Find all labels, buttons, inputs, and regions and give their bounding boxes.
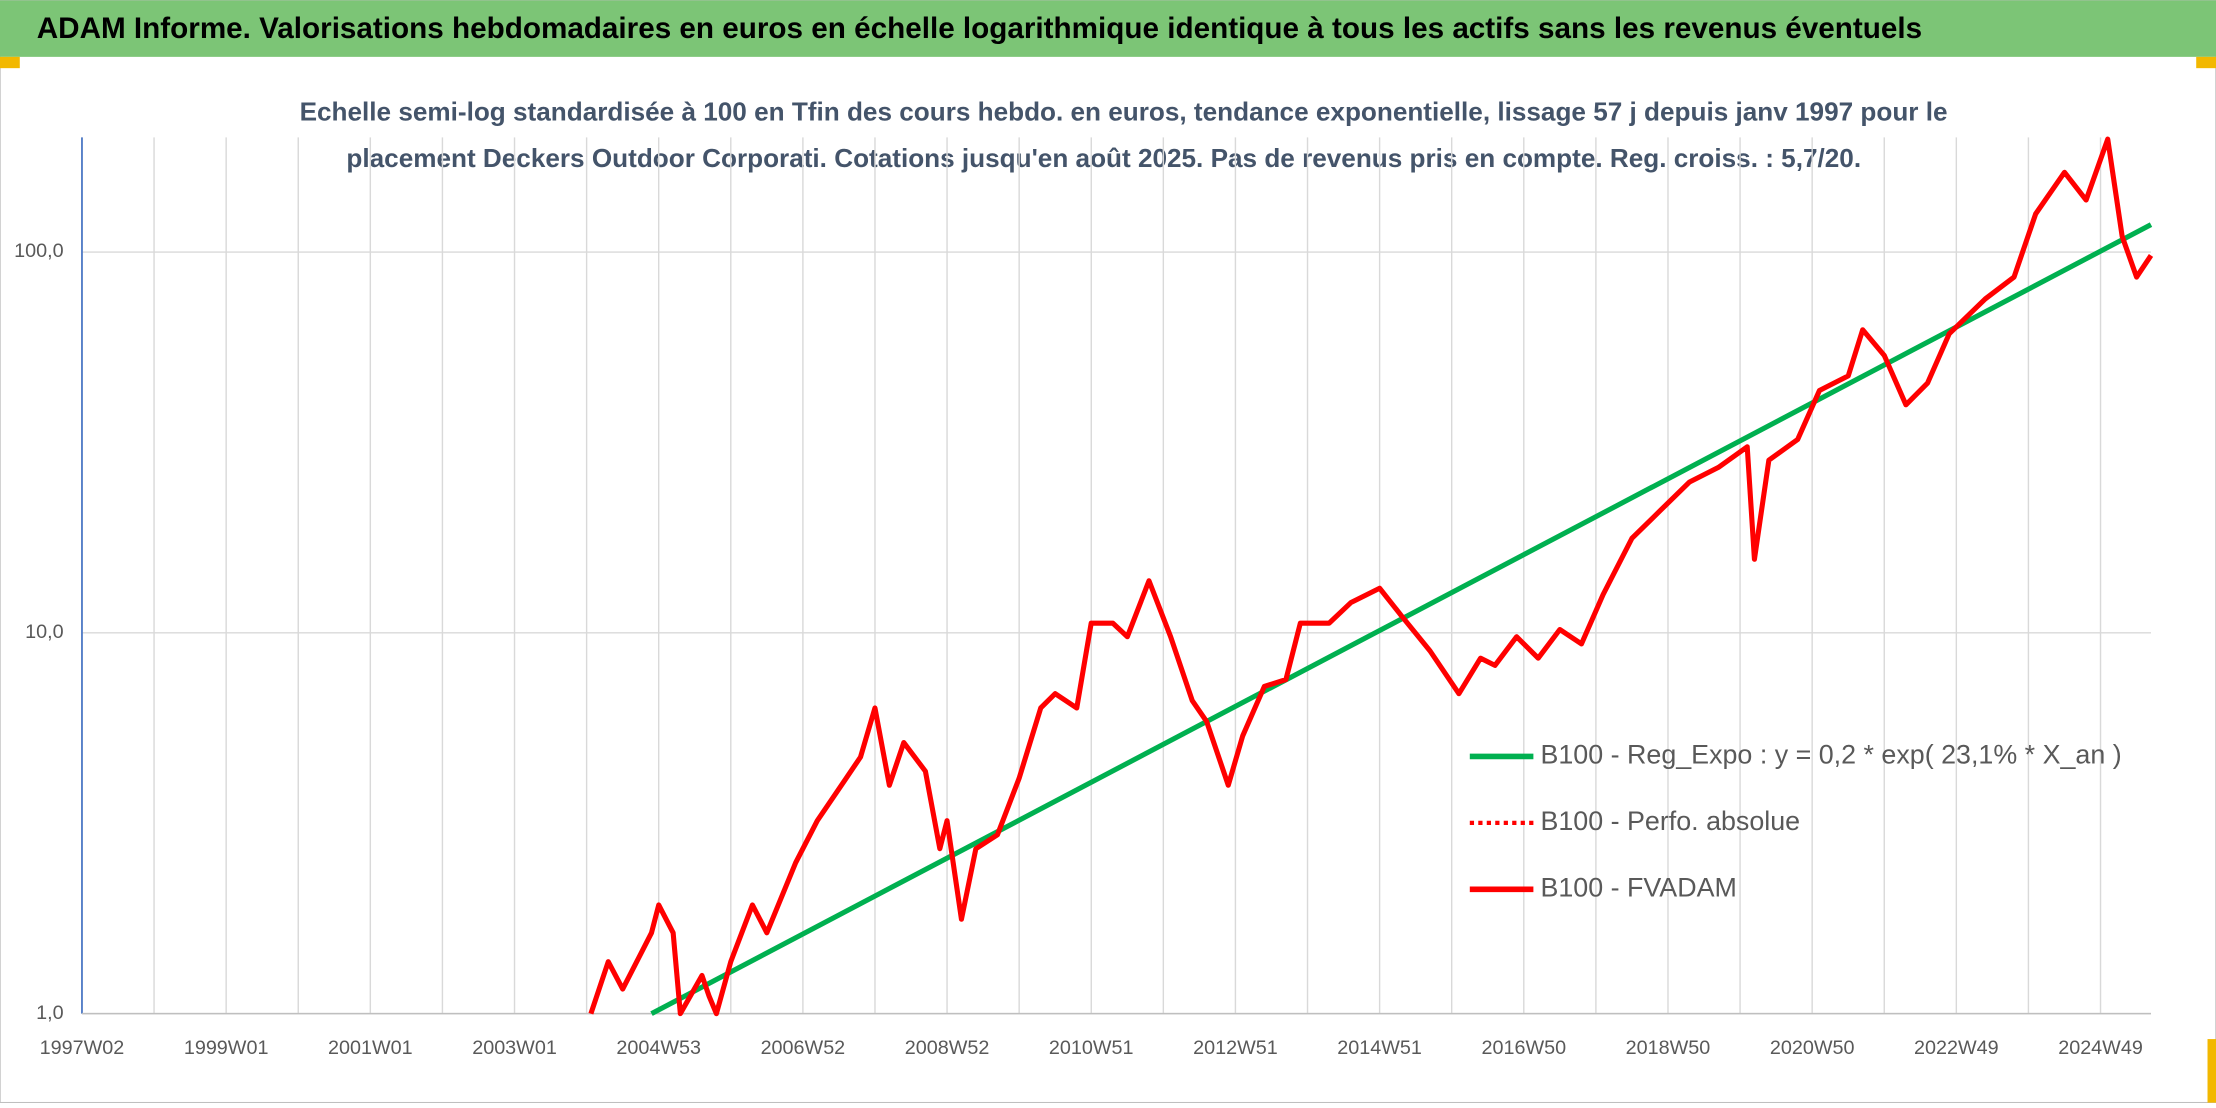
legend-label: B100 - Perfo. absolue [1540, 806, 1800, 836]
corner [2196, 56, 2216, 69]
x-tick-label: 2003W01 [472, 1037, 557, 1059]
x-tick-label: 2022W49 [1914, 1037, 1999, 1059]
corner [2207, 1039, 2216, 1103]
legend-label: B100 - FVADAM [1540, 872, 1736, 902]
series-line [588, 136, 2154, 1017]
x-tick-label: 1999W01 [184, 1037, 269, 1059]
x-tick-label: 1997W02 [40, 1037, 125, 1059]
x-tick-label: 2006W52 [761, 1037, 846, 1059]
y-tick-label: 100,0 [14, 240, 63, 262]
x-tick-label: 2008W52 [905, 1037, 990, 1059]
chart-title: Echelle semi-log standardisée à 100 en T… [300, 96, 1948, 126]
x-tick-label: 2001W01 [328, 1037, 413, 1059]
header-bar [0, 0, 2216, 57]
x-tick-label: 2012W51 [1193, 1037, 1278, 1059]
corner [0, 56, 20, 69]
chart-title: placement Deckers Outdoor Corporati. Cot… [346, 143, 1861, 173]
y-tick-label: 1,0 [36, 1002, 63, 1024]
header-title: ADAM Informe. Valorisations hebdomadaire… [37, 12, 1922, 45]
x-tick-label: 2010W51 [1049, 1037, 1134, 1059]
y-tick-label: 10,0 [25, 621, 63, 643]
x-tick-label: 2020W50 [1770, 1037, 1855, 1059]
x-tick-label: 2004W53 [616, 1037, 701, 1059]
x-tick-label: 2016W50 [1481, 1037, 1566, 1059]
x-tick-label: 2018W50 [1626, 1037, 1711, 1059]
x-tick-label: 2024W49 [2058, 1037, 2143, 1059]
x-tick-label: 2014W51 [1337, 1037, 1422, 1059]
legend-label: B100 - Reg_Expo : y = 0,2 * exp( 23,1% *… [1540, 740, 2121, 770]
